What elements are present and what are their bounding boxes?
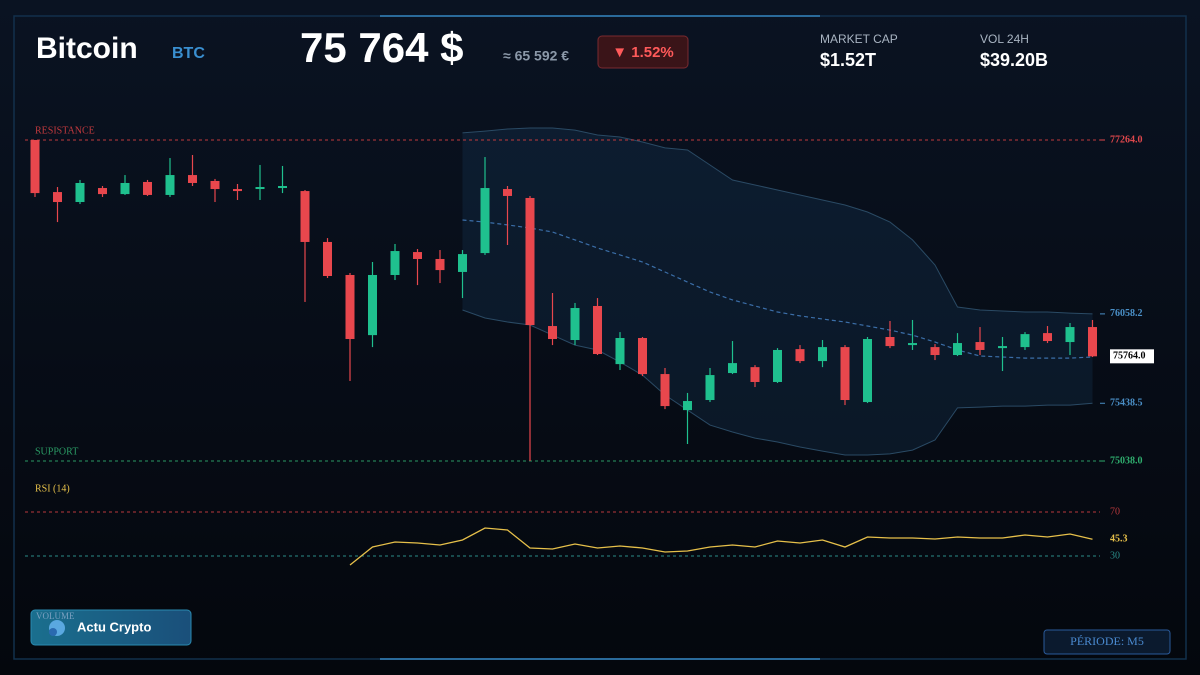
candle-body: [773, 349, 782, 382]
candle-body: [233, 189, 242, 192]
stat-label: MARKET CAP: [820, 32, 898, 46]
candle-body: [908, 343, 917, 346]
stat-label: VOL 24H: [980, 32, 1029, 46]
candle-body: [795, 349, 805, 362]
resistance-label: RESISTANCE: [35, 125, 95, 136]
candle-body: [300, 191, 310, 242]
candle-body: [818, 347, 827, 362]
coin-symbol: BTC: [172, 45, 205, 62]
brand: Actu Crypto: [77, 619, 151, 634]
candle-body: [683, 401, 692, 411]
candle-body: [255, 187, 265, 190]
candle-body: [750, 367, 760, 382]
candle-body: [1020, 334, 1030, 348]
candle-body: [390, 251, 400, 275]
change-badge: [597, 35, 689, 69]
candle-body: [120, 182, 130, 195]
period-badge: [1043, 629, 1171, 655]
band-fill: [462, 128, 1093, 455]
candle-body: [480, 188, 490, 254]
brand-icon: [49, 628, 57, 636]
candle-body: [53, 192, 62, 203]
candle-body: [278, 186, 287, 189]
candle-body: [1088, 327, 1097, 357]
y-tick-label: 70: [1110, 506, 1120, 517]
panel-title: RSI (14): [35, 483, 70, 494]
band-middle: [462, 219, 1093, 359]
candle-body: [143, 181, 152, 195]
candle-body: [728, 363, 737, 374]
candle-body: [503, 189, 512, 196]
brand-badge: [30, 609, 192, 646]
candle-body: [638, 338, 647, 375]
band-upper: [462, 127, 1093, 315]
candle-body: [1065, 327, 1075, 343]
candle-body: [75, 182, 85, 203]
price: 75 764 $: [300, 24, 464, 71]
period: PÉRIODE: M5: [1070, 634, 1144, 648]
candle-body: [413, 252, 422, 259]
band-lower: [462, 309, 1093, 456]
candle-body: [525, 197, 535, 326]
candle-body: [435, 258, 445, 271]
candle-body: [930, 347, 940, 356]
candle-body: [615, 338, 625, 365]
candle-body: [323, 241, 332, 276]
last-price-label: 75764.0: [1113, 351, 1146, 362]
stat-value: $39.20B: [980, 50, 1048, 70]
y-tick-label: 75438.5: [1110, 398, 1143, 409]
y-tick-label: 76058.2: [1110, 308, 1143, 319]
candle-body: [885, 336, 895, 347]
change: ▼ 1.52%: [612, 44, 674, 61]
candle-body: [705, 375, 715, 401]
candle-body: [840, 347, 850, 401]
price-eur: ≈ 65 592 €: [503, 48, 569, 64]
candle-body: [863, 339, 872, 403]
rsi-line: [349, 527, 1093, 566]
rsi-value-label: 45.3: [1110, 533, 1128, 544]
y-tick-label: 30: [1110, 550, 1120, 561]
candle-body: [570, 308, 580, 341]
coin-name: Bitcoin: [36, 32, 138, 65]
candle-body: [1043, 333, 1052, 342]
candle-body: [458, 254, 467, 272]
candle-body: [660, 374, 670, 407]
candle-body: [548, 326, 557, 340]
candle-body: [593, 305, 602, 355]
candle-body: [30, 140, 40, 194]
plot: RESISTANCE SUPPORT 77264.0 76058.2 75438.5 75…: [25, 125, 1154, 566]
candle-body: [975, 342, 985, 350]
candle-body: [998, 346, 1007, 349]
candle-body: [953, 343, 962, 356]
candle-body: [98, 188, 107, 195]
volume-label: VOLUME: [36, 611, 75, 621]
candle-body: [210, 180, 220, 190]
candle-body: [368, 274, 377, 336]
candle-body: [188, 175, 197, 183]
candle-body: [165, 175, 175, 195]
y-tick-label: 75038.0: [1110, 455, 1143, 466]
last-price-tag: [1110, 349, 1154, 364]
y-tick-label: 77264.0: [1110, 134, 1143, 145]
candle-body: [345, 274, 355, 340]
support-label: SUPPORT: [35, 446, 78, 457]
stat-value: $1.52T: [820, 50, 876, 70]
